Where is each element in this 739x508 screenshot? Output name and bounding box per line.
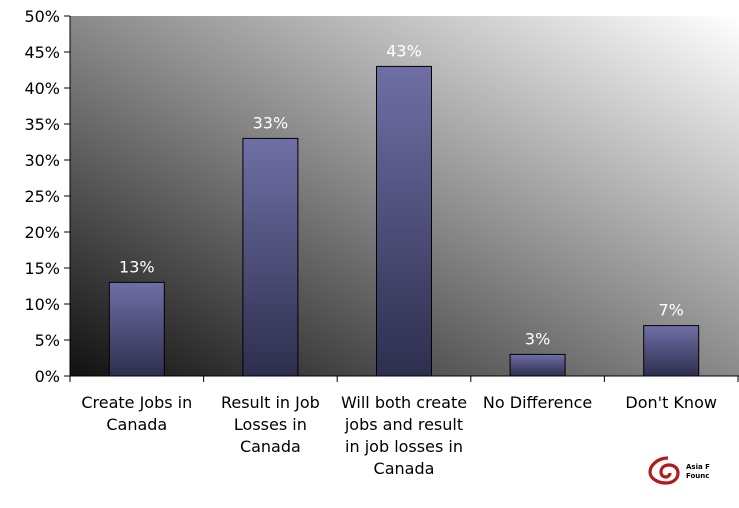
data-labels: 13% 33% 43% 3% 7%	[119, 41, 684, 348]
y-tick-label: 25%	[24, 187, 60, 206]
y-tick-label: 35%	[24, 115, 60, 134]
data-label: 3%	[525, 329, 550, 348]
x-category-label: Create Jobs in Canada	[81, 393, 193, 434]
bar-series	[108, 65, 700, 377]
y-tick-label: 0%	[35, 367, 60, 386]
y-tick-label: 45%	[24, 43, 60, 62]
bar	[643, 325, 700, 377]
x-axis	[69, 375, 739, 382]
logo-line1: Asia F	[686, 463, 710, 471]
y-tick-label: 50%	[24, 7, 60, 26]
x-category-label: Will both create jobs and result in job …	[340, 393, 468, 478]
data-label: 7%	[659, 301, 684, 320]
y-axis: 0% 5% 10% 15% 20% 25% 30% 35% 40% 45% 50%	[24, 7, 71, 386]
x-category-label: No Difference	[482, 393, 593, 412]
y-tick-label: 5%	[35, 331, 60, 350]
bar	[376, 65, 432, 377]
y-tick-label: 30%	[24, 151, 60, 170]
data-label: 43%	[386, 41, 422, 60]
bar	[509, 353, 566, 377]
x-category-label: Don't Know	[625, 393, 717, 412]
data-label: 13%	[119, 257, 155, 276]
bar	[108, 281, 165, 377]
logo-line2: Founc	[686, 472, 709, 480]
bar	[242, 137, 299, 377]
data-label: 33%	[253, 113, 289, 132]
asia-foundation-swirl-icon	[648, 456, 680, 485]
x-category-label: Result in Job Losses in Canada	[220, 393, 320, 456]
y-tick-label: 10%	[24, 295, 60, 314]
logo: Asia F Founc	[648, 456, 710, 485]
y-tick-label: 20%	[24, 223, 60, 242]
y-tick-label: 15%	[24, 259, 60, 278]
y-tick-label: 40%	[24, 79, 60, 98]
